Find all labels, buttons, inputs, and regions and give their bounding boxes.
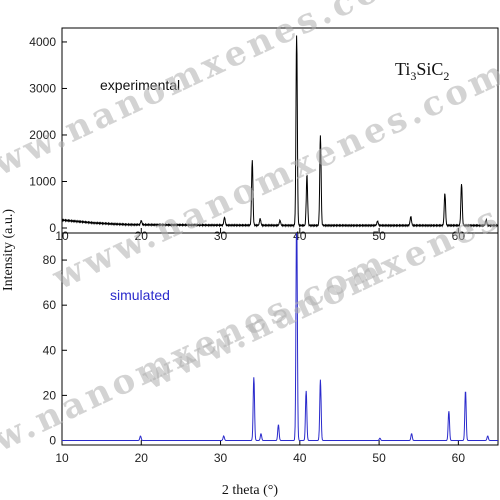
x-tick-label: 10 [55,451,69,465]
y-tick-label: 3000 [29,81,56,95]
watermark-text: www.nanomxenes.com [0,0,424,199]
x-tick-label: 30 [214,451,228,465]
y-tick-label: 2000 [29,128,56,142]
bottom-axis-ticks: 0 20 40 60 80 10 20 30 40 50 60 [43,253,466,465]
simulated-pattern-line [62,232,498,441]
y-tick-label: 0 [49,433,56,447]
x-tick-label: 20 [135,451,149,465]
x-tick-label: 30 [214,229,228,243]
bottom-plot-frame [61,232,499,446]
x-tick-label: 40 [293,451,307,465]
x-tick-label: 60 [452,451,466,465]
x-tick-label: 50 [372,451,386,465]
formula-label: Ti3SiC2 [395,59,449,83]
experimental-pattern-line [61,35,499,228]
simulated-panel: 0 20 40 60 80 10 20 30 40 50 60 simulated [43,232,499,465]
experimental-label: experimental [100,77,180,93]
x-tick-label: 50 [372,229,386,243]
y-tick-label: 20 [43,388,57,402]
y-tick-label: 1000 [29,174,56,188]
x-tick-label: 40 [293,229,307,243]
y-tick-label: 60 [43,298,57,312]
y-tick-label: 40 [43,343,57,357]
simulated-label: simulated [110,287,170,303]
x-axis-title: 2 theta (°) [222,483,278,498]
y-tick-label: 0 [49,221,56,235]
y-tick-label: 4000 [29,35,56,49]
y-tick-label: 80 [43,253,57,267]
y-axis-title: Intensity (a.u.) [1,209,16,291]
